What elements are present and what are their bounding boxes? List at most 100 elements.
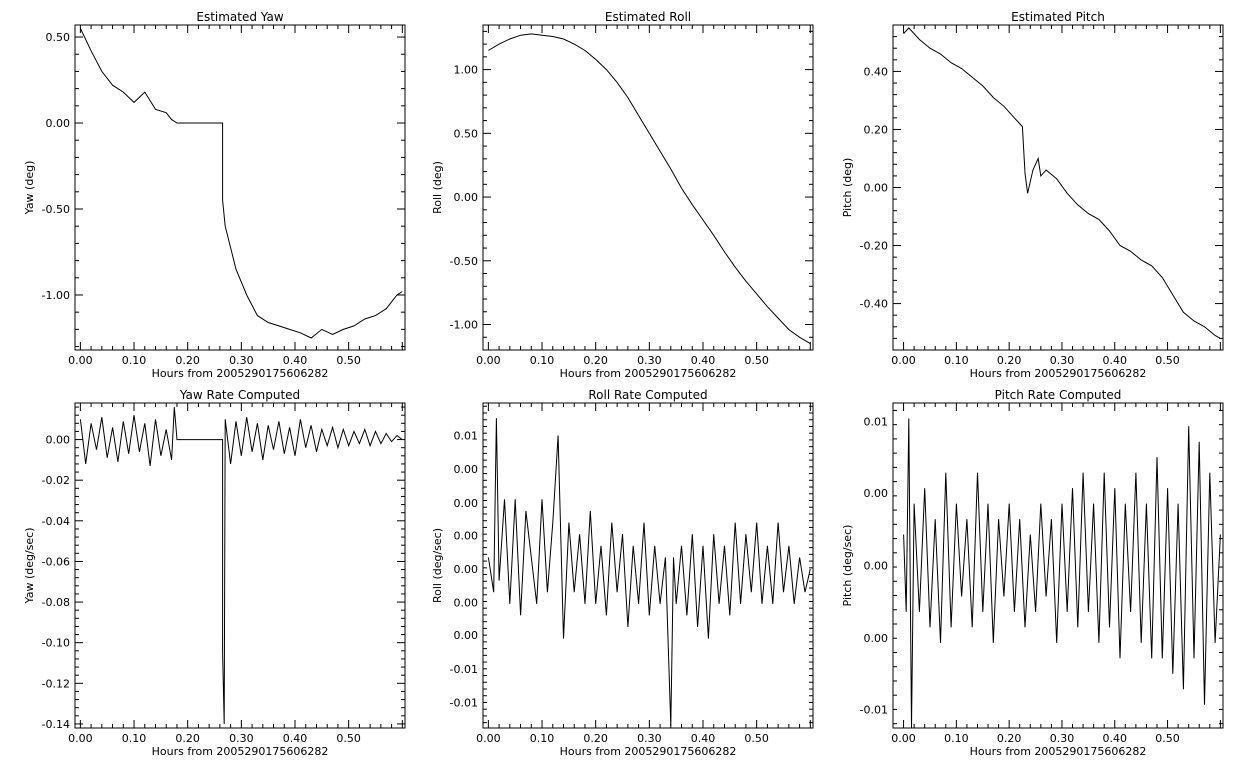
y-tick-label: -0.06	[42, 555, 70, 568]
y-tick-label: -0.01	[450, 696, 478, 709]
x-tick-label: 0.30	[1050, 732, 1075, 745]
y-tick-label: 0.00	[46, 434, 71, 447]
y-tick-label: -0.50	[450, 255, 478, 268]
x-axis-label: Hours from 2005290175606282	[560, 367, 737, 380]
plot-frame	[482, 402, 814, 729]
plot-frame	[892, 24, 1224, 351]
y-tick-label: 0.00	[46, 117, 71, 130]
x-tick-label: 0.30	[229, 354, 254, 367]
y-tick-label: -0.40	[860, 298, 888, 311]
chart-title: Estimated Yaw	[196, 10, 283, 24]
x-tick-label: 0.40	[1103, 354, 1128, 367]
chart-5: Roll Rate Computed Hours from 20052901756…	[431, 388, 814, 758]
x-tick-label: 0.50	[744, 732, 769, 745]
chart-title: Estimated Roll	[605, 10, 691, 24]
y-axis-label: Pitch (deg/sec)	[841, 525, 854, 607]
y-tick-label: -0.50	[42, 203, 70, 216]
x-axis-label: Hours from 2005290175606282	[970, 367, 1147, 380]
y-tick-label: -1.00	[42, 289, 70, 302]
y-tick-label: 0.00	[454, 191, 479, 204]
x-axis-label: Hours from 2005290175606282	[152, 745, 329, 758]
y-tick-label: 0.00	[454, 629, 479, 642]
y-tick-label: -0.01	[450, 663, 478, 676]
x-axis-label: Hours from 2005290175606282	[152, 367, 329, 380]
x-tick-label: 0.20	[997, 354, 1022, 367]
chart-4: Yaw Rate Computed Hours from 200529017560…	[23, 388, 406, 758]
x-axis-label: Hours from 2005290175606282	[560, 745, 737, 758]
series-line-1	[487, 418, 811, 726]
plot-frame	[74, 402, 406, 729]
x-tick-label: 0.20	[583, 732, 608, 745]
y-tick-label: 0.00	[864, 487, 889, 500]
chart-title: Roll Rate Computed	[588, 388, 707, 402]
y-tick-label: -0.08	[42, 596, 70, 609]
x-tick-label: 0.00	[891, 732, 916, 745]
y-tick-label: 0.50	[454, 127, 479, 140]
chart-3: Estimated Pitch Hours from 20052901756062…	[841, 10, 1224, 380]
y-tick-label: 0.01	[864, 416, 889, 429]
x-tick-label: 0.40	[283, 354, 308, 367]
y-tick-label: -0.04	[42, 515, 70, 528]
chart-title: Estimated Pitch	[1011, 10, 1105, 24]
x-tick-label: 0.30	[637, 354, 662, 367]
x-tick-label: 0.00	[476, 354, 501, 367]
y-axis-label: Roll (deg)	[431, 161, 444, 214]
y-tick-label: 0.40	[864, 65, 889, 78]
y-tick-label: 0.00	[864, 560, 889, 573]
x-tick-label: 0.20	[997, 732, 1022, 745]
x-tick-label: 0.10	[944, 354, 969, 367]
x-tick-label: 0.10	[122, 732, 147, 745]
x-tick-label: 0.30	[1050, 354, 1075, 367]
chart-title: Pitch Rate Computed	[995, 388, 1122, 402]
x-tick-label: 0.10	[530, 732, 555, 745]
x-tick-label: 0.30	[229, 732, 254, 745]
series-line-1	[903, 27, 1221, 339]
y-axis-label: Roll (deg/sec)	[431, 528, 444, 603]
x-tick-label: 0.50	[336, 354, 361, 367]
x-tick-label: 0.40	[283, 732, 308, 745]
x-tick-label: 0.20	[175, 354, 200, 367]
series-line-1	[488, 33, 811, 345]
x-tick-label: 0.00	[891, 354, 916, 367]
y-tick-label: -0.10	[42, 637, 70, 650]
y-axis-label: Pitch (deg)	[841, 158, 854, 218]
y-tick-label: -0.02	[42, 474, 70, 487]
y-tick-label: -1.00	[450, 319, 478, 332]
x-tick-label: 0.40	[691, 354, 716, 367]
series-line-1	[79, 407, 403, 724]
x-tick-label: 0.40	[1103, 732, 1128, 745]
x-tick-label: 0.20	[583, 354, 608, 367]
chart-1: Estimated Yaw Hours from 2005290175606282…	[23, 10, 406, 380]
x-tick-label: 0.10	[944, 732, 969, 745]
plot-frame	[74, 24, 406, 351]
y-tick-label: 0.01	[454, 430, 479, 443]
y-tick-label: 1.00	[454, 64, 479, 77]
chart-2: Estimated Roll Hours from 200529017560628…	[431, 10, 814, 380]
y-tick-label: 0.00	[864, 182, 889, 195]
x-tick-label: 0.50	[1155, 732, 1180, 745]
x-tick-label: 0.00	[68, 354, 93, 367]
y-tick-label: 0.20	[864, 123, 889, 136]
series-line-1	[903, 418, 1221, 729]
plot-frame	[482, 24, 814, 351]
y-tick-label: 0.00	[454, 529, 479, 542]
y-tick-label: 0.00	[454, 463, 479, 476]
x-tick-label: 0.50	[336, 732, 361, 745]
x-tick-label: 0.10	[122, 354, 147, 367]
y-tick-label: 0.00	[454, 497, 479, 510]
y-tick-label: 0.50	[46, 31, 71, 44]
plot-frame	[892, 402, 1224, 729]
series-line-1	[79, 28, 403, 339]
chart-6: Pitch Rate Computed Hours from 2005290175…	[841, 388, 1224, 758]
x-tick-label: 0.40	[691, 732, 716, 745]
y-tick-label: -0.14	[42, 718, 70, 731]
x-tick-label: 0.00	[68, 732, 93, 745]
y-tick-label: 0.00	[864, 632, 889, 645]
x-tick-label: 0.50	[744, 354, 769, 367]
chart-title: Yaw Rate Computed	[179, 388, 300, 402]
y-tick-label: 0.00	[454, 563, 479, 576]
x-tick-label: 0.20	[175, 732, 200, 745]
x-tick-label: 0.10	[530, 354, 555, 367]
y-tick-label: -0.20	[860, 240, 888, 253]
